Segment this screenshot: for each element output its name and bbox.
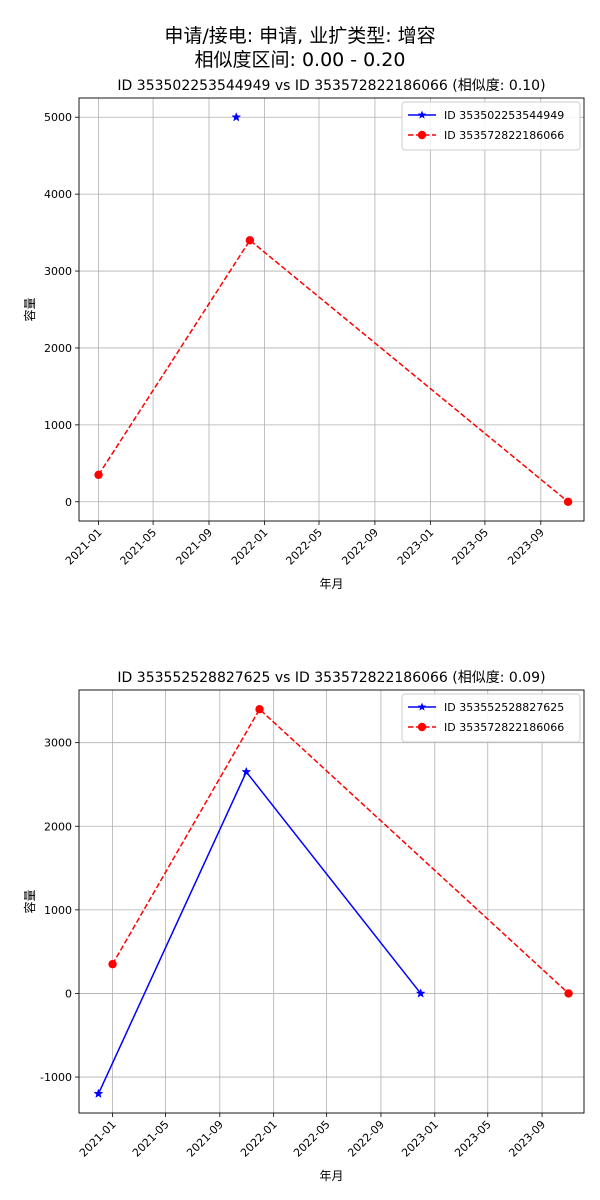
- data-point-circle: [563, 497, 573, 506]
- series-line: [111, 708, 570, 995]
- y-tick-label: 4000: [44, 188, 72, 201]
- legend-label: ID 353572822186066: [444, 129, 564, 142]
- x-tick-label: 2022-01: [229, 526, 271, 568]
- axes-frame: [78, 97, 585, 522]
- legend-star-marker: [417, 110, 427, 119]
- chart-title: ID 353552528827625 vs ID 353572822186066…: [117, 670, 545, 686]
- y-tick-label: 1000: [44, 419, 72, 432]
- data-point-circle: [94, 470, 103, 480]
- x-tick-label: 2021-09: [173, 526, 215, 568]
- x-axis-label: 年月: [319, 577, 343, 591]
- y-tick-label: 3000: [44, 737, 72, 750]
- x-axis-label: 年月: [319, 1169, 343, 1183]
- y-tick-label: 0: [65, 496, 72, 509]
- x-tick-label: 2022-09: [345, 1118, 387, 1160]
- x-tick-label: 2023-01: [395, 526, 437, 568]
- x-tick-label: 2023-05: [452, 1118, 494, 1160]
- x-tick-label: 2022-05: [291, 1118, 333, 1160]
- data-point-star: [241, 766, 252, 777]
- x-tick-label: 2023-09: [506, 1118, 548, 1160]
- legend-circle-marker: [417, 130, 427, 140]
- y-tick-label: 3000: [44, 265, 72, 278]
- legend-box: [401, 693, 581, 743]
- legend-label: ID 353502253544949: [444, 109, 564, 122]
- chart-title: ID 353502253544949 vs ID 353572822186066…: [117, 78, 545, 94]
- data-point-star: [93, 1088, 104, 1098]
- x-tick-label: 2023-01: [399, 1118, 441, 1160]
- x-tick-label: 2021-01: [77, 1118, 119, 1160]
- plot-panel-top: 0 1000 2000 3000 4000 5000 2021-01 2021-05 2021-…: [22, 78, 585, 591]
- data-point-circle: [245, 236, 255, 245]
- y-tick-label: -1000: [40, 1071, 72, 1084]
- x-tick-label: 2021-05: [130, 1118, 172, 1160]
- y-tick-label: 2000: [44, 342, 72, 355]
- data-point-circle: [108, 959, 117, 969]
- legend-star-marker: [417, 702, 427, 711]
- y-tick-label: 1000: [44, 904, 72, 917]
- x-tick-label: 2023-09: [505, 526, 547, 568]
- figure-suptitle-line2: 相似度区间: 0.00 - 0.20: [195, 49, 406, 71]
- data-point-circle: [564, 989, 573, 998]
- axes-frame: [78, 689, 585, 1114]
- plot-panel-bottom: -1000 0 1000 2000 3000 2021-01 2021-05 2021-09 2…: [22, 670, 585, 1183]
- series-line: [97, 239, 569, 503]
- y-axis-label: 容量: [22, 889, 37, 913]
- y-tick-label: 0: [65, 987, 72, 1000]
- y-axis-label: 容量: [22, 297, 37, 321]
- x-tick-label: 2021-09: [184, 1118, 226, 1160]
- x-tick-label: 2022-01: [238, 1118, 280, 1160]
- x-tick-label: 2022-05: [283, 526, 325, 568]
- legend-box: [401, 101, 581, 151]
- data-point-circle: [255, 705, 264, 714]
- legend-label: ID 353572822186066: [444, 721, 564, 734]
- data-point-star: [231, 112, 242, 122]
- legend-label: ID 353552528827625: [444, 701, 564, 714]
- figure-suptitle-line1: 申请/接电: 申请, 业扩类型: 增容: [164, 25, 435, 47]
- legend-circle-marker: [417, 722, 427, 732]
- x-tick-label: 2023-05: [449, 526, 491, 568]
- x-tick-label: 2022-09: [339, 526, 381, 568]
- data-point-star: [415, 988, 426, 998]
- x-tick-label: 2021-01: [63, 526, 105, 568]
- y-tick-label: 5000: [44, 111, 72, 124]
- y-tick-label: 2000: [44, 820, 72, 833]
- series-line: [97, 770, 422, 1095]
- x-tick-label: 2021-05: [118, 526, 160, 568]
